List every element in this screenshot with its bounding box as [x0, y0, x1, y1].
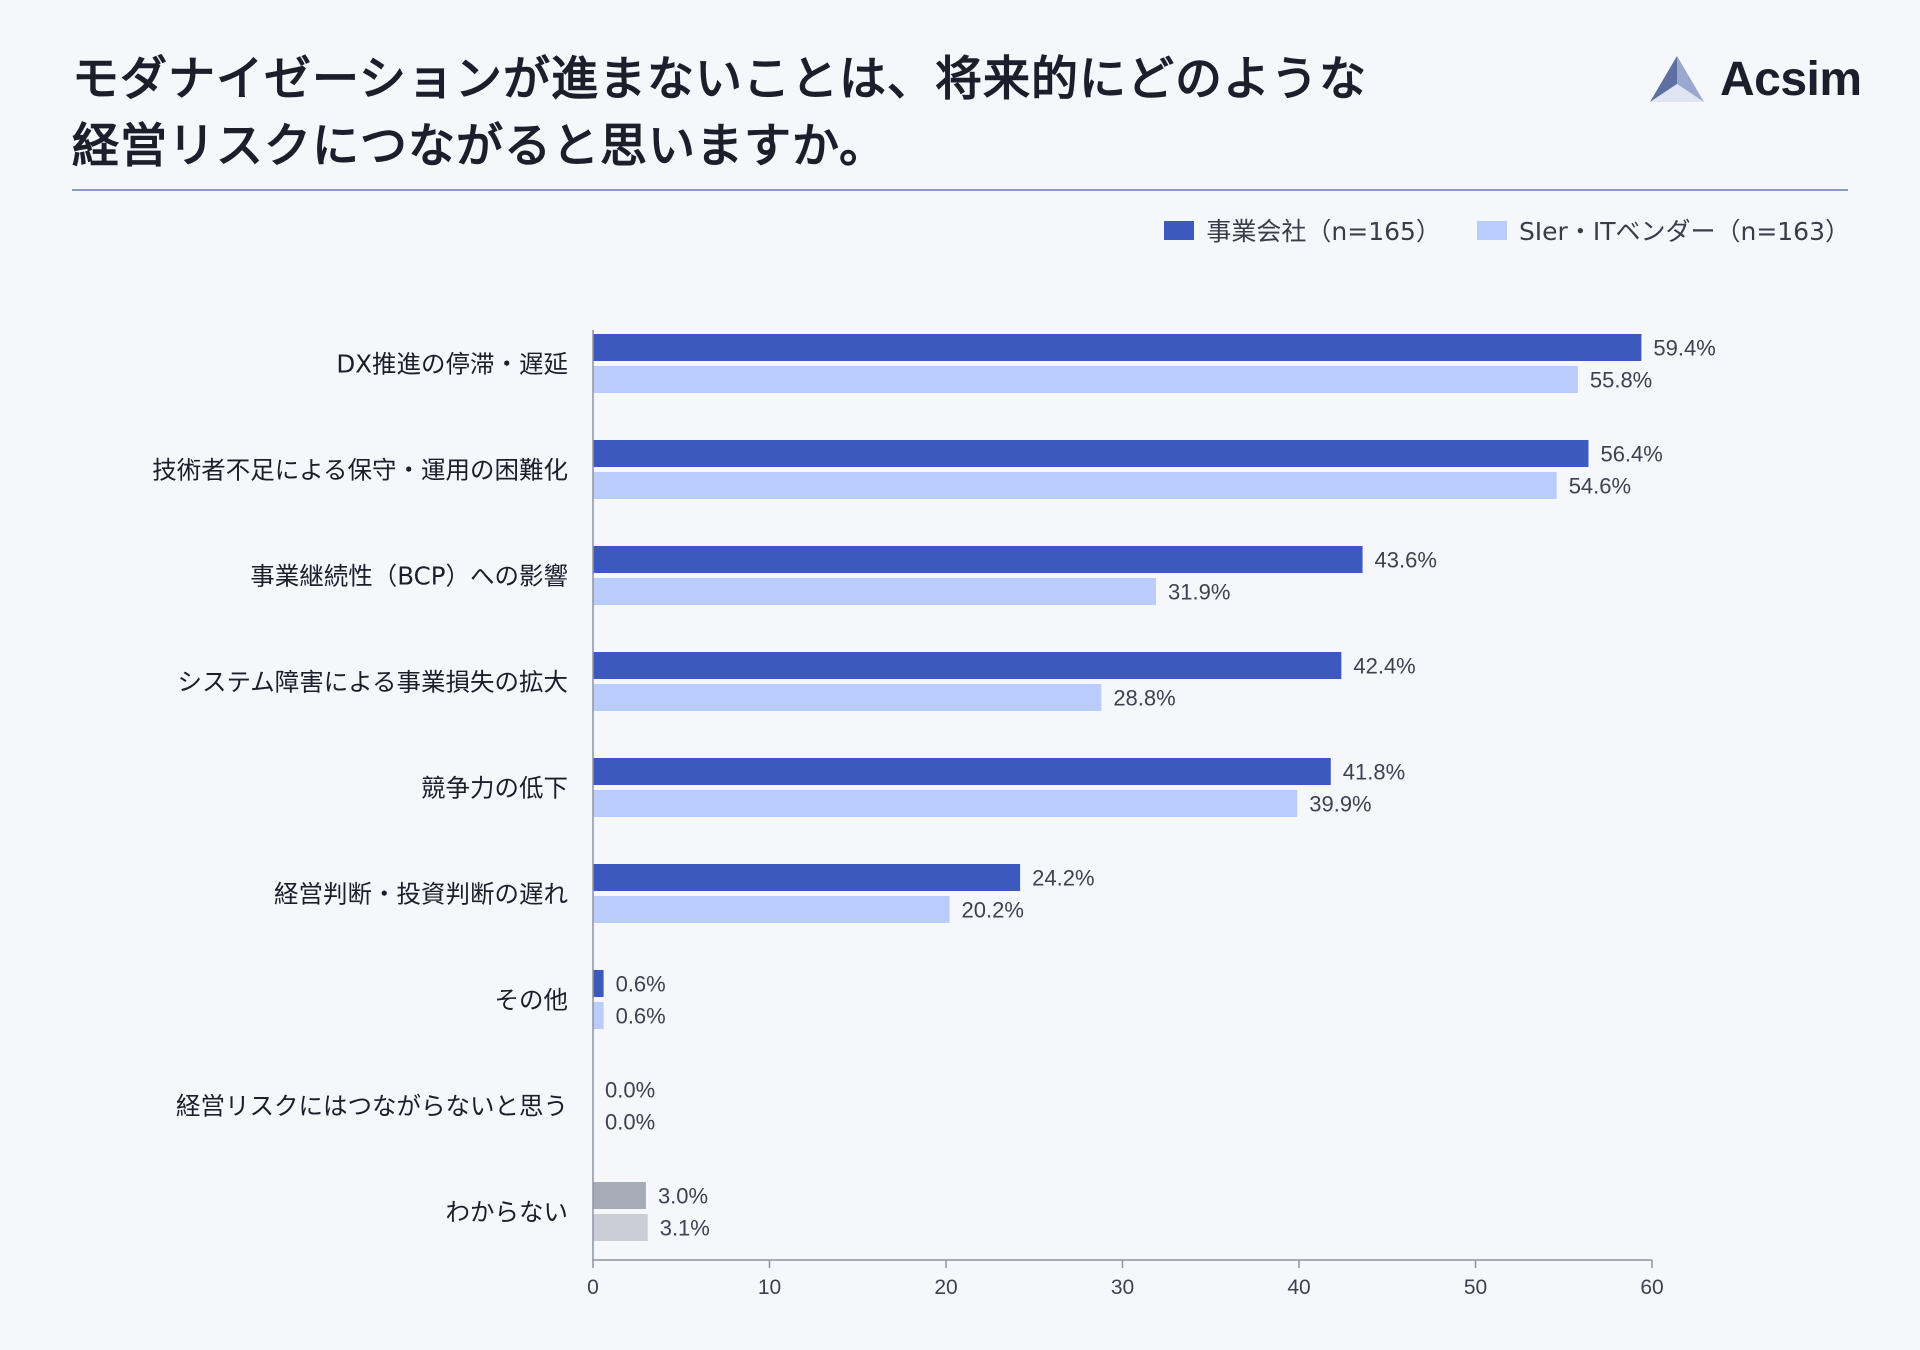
category-label: その他 [495, 986, 569, 1015]
x-tick-label: 0 [587, 1276, 599, 1299]
value-label: 24.2% [1032, 866, 1094, 891]
bar-series-2 [593, 1002, 604, 1029]
bar-series-2 [593, 790, 1298, 817]
category-label: 経営リスクにはつながらないと思う [176, 1092, 568, 1121]
bar-series-1 [593, 440, 1589, 467]
bar-series-1 [593, 758, 1331, 785]
bar-series-1 [593, 864, 1021, 891]
value-label: 0.6% [616, 1004, 666, 1029]
category-label: わからない [446, 1198, 569, 1227]
category-label: 経営判断・投資判断の遅れ [274, 880, 568, 909]
legend-item-series-1: 事業会社（n=165） [1164, 212, 1441, 248]
legend-swatch-series-2 [1476, 220, 1507, 240]
legend-swatch-series-1 [1164, 220, 1195, 240]
chart-legend: 事業会社（n=165） SIer・ITベンダー（n=163） [1128, 212, 1850, 248]
acsim-logo: Acsim [1648, 52, 1862, 106]
category-label: 競争力の低下 [421, 774, 568, 803]
x-tick-label: 50 [1464, 1276, 1487, 1299]
page-title: モダナイゼーションが進まないことは、将来的にどのような 経営リスクにつながると思… [72, 46, 1372, 180]
legend-item-series-2: SIer・ITベンダー（n=163） [1476, 212, 1850, 248]
value-label: 3.0% [658, 1184, 708, 1209]
value-label: 56.4% [1600, 442, 1662, 467]
bar-series-2 [593, 1214, 648, 1241]
value-label: 0.6% [616, 972, 666, 997]
bar-series-2 [593, 684, 1102, 711]
value-label: 54.6% [1569, 474, 1631, 499]
value-label: 43.6% [1375, 548, 1437, 573]
value-label: 41.8% [1343, 760, 1405, 785]
value-label: 39.9% [1309, 792, 1371, 817]
value-label: 28.8% [1113, 686, 1175, 711]
category-label: 技術者不足による保守・運用の困難化 [152, 456, 568, 485]
x-tick-label: 20 [934, 1276, 957, 1299]
bar-series-1 [593, 546, 1363, 573]
x-tick-label: 10 [758, 1276, 781, 1299]
category-label: システム障害による事業損失の拡大 [177, 668, 568, 697]
value-label: 31.9% [1168, 580, 1230, 605]
value-label: 20.2% [962, 898, 1024, 923]
logo-text: Acsim [1720, 52, 1862, 106]
value-label: 3.1% [660, 1216, 710, 1241]
bar-series-2 [593, 896, 950, 923]
x-tick-label: 30 [1111, 1276, 1134, 1299]
value-label: 55.8% [1590, 368, 1652, 393]
value-label: 42.4% [1353, 654, 1415, 679]
bar-series-1 [593, 1182, 646, 1209]
bar-series-2 [593, 366, 1578, 393]
header-divider [72, 189, 1848, 191]
value-label: 0.0% [605, 1110, 655, 1135]
bar-series-1 [593, 334, 1642, 361]
logo-triangle-icon [1650, 56, 1704, 102]
bar-series-2 [593, 578, 1157, 605]
x-tick-label: 60 [1640, 1276, 1663, 1299]
x-tick-label: 40 [1287, 1276, 1310, 1299]
value-label: 59.4% [1653, 336, 1715, 361]
value-label: 0.0% [605, 1078, 655, 1103]
legend-label-series-2: SIer・ITベンダー（n=163） [1518, 217, 1850, 246]
category-label: DX推進の停滞・遅延 [336, 350, 568, 379]
category-label: 事業継続性（BCP）への影響 [250, 562, 568, 591]
bar-series-2 [593, 472, 1557, 499]
title-line-2: 経営リスクにつながると思いますか。 [72, 119, 888, 174]
legend-label-series-1: 事業会社（n=165） [1206, 217, 1441, 246]
bar-series-1 [593, 970, 604, 997]
bar-series-1 [593, 652, 1342, 679]
title-line-1: モダナイゼーションが進まないことは、将来的にどのような [72, 52, 1368, 107]
